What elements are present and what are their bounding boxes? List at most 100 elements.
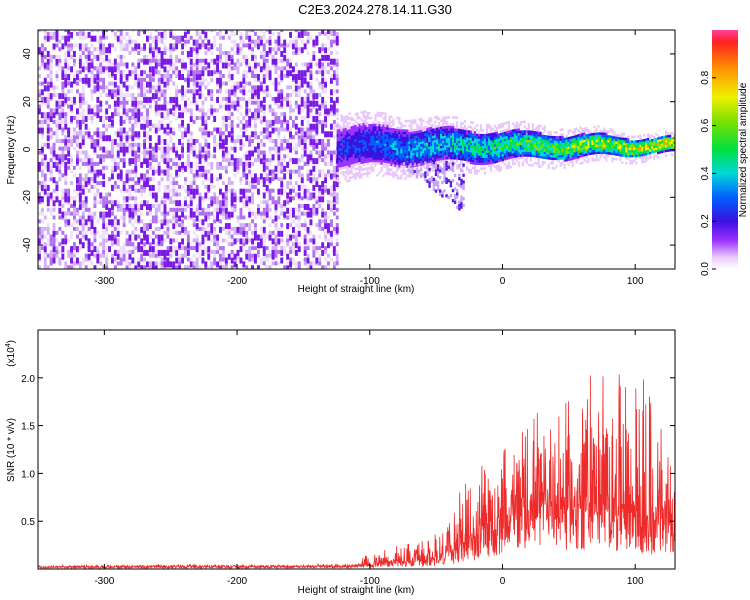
spectrogram-cell-1690 [175, 66, 179, 71]
spectrogram-cell-2204 [221, 246, 225, 251]
spectrogram-cell-221 [55, 181, 59, 185]
spectrogram-cell-3270 [312, 249, 316, 254]
spectrogram-cell-4692 [440, 145, 443, 149]
spectrogram-cell-2965 [286, 215, 290, 220]
spectrogram-cell-1712 [178, 154, 181, 161]
spectrogram-cell-4764 [448, 156, 451, 160]
spectrogram-cell-2561 [251, 112, 254, 119]
spectrogram-cell-3693 [346, 160, 349, 164]
spectrogram-cell-2931 [283, 265, 287, 269]
spectrogram-cell-1975 [201, 207, 205, 212]
spectrogram-cell-633 [90, 246, 94, 251]
spectrogram-cell-637 [90, 219, 94, 226]
spectrogram-cell-4835 [456, 159, 459, 163]
spectrogram-cell-405 [70, 154, 73, 159]
spectrogram-cell-4710 [442, 140, 445, 144]
spectrogram-cell-2474 [245, 188, 249, 193]
spectrogram-cell-4141 [386, 163, 389, 166]
spectrogram-cell-3918 [364, 119, 367, 123]
spectrogram-cell-4719 [442, 119, 445, 122]
spectrogram-cell-854 [108, 62, 111, 67]
spectrogram-cell-95 [43, 96, 47, 103]
spectrogram-cell-3991 [372, 157, 375, 160]
spectrogram-cell-2084 [210, 177, 214, 184]
spectrogram-cell-4273 [398, 152, 401, 156]
spectrogram-cell-2059 [207, 150, 211, 155]
spectrogram-cell-2457 [242, 77, 246, 84]
spectrogram-cell-2292 [227, 89, 231, 94]
spectrogram-cell-4091 [382, 174, 385, 177]
spectrogram-cell-1714 [178, 127, 181, 132]
spectrogram-cell-1556 [166, 246, 170, 251]
spectrogram-cell-1685 [175, 93, 179, 98]
spectrogram-cell-3216 [306, 131, 310, 136]
spectrogram-cell-3032 [292, 226, 295, 233]
spectrogram-cell-1284 [143, 58, 146, 65]
spectrogram-cell-621 [87, 104, 91, 109]
spectrogram-cell-1438 [154, 30, 158, 33]
spectrogram-cell-2365 [233, 62, 237, 67]
spectrogram-cell-4432 [412, 121, 415, 125]
spectrogram-cell-1832 [189, 196, 193, 201]
spectrogram-cell-3342 [318, 173, 322, 178]
spectrogram-cell-1115 [131, 211, 135, 218]
spectrogram-cell-638 [90, 215, 94, 220]
spectrogram-cell-1359 [148, 66, 152, 73]
spectrogram-cell-2395 [236, 58, 240, 63]
spectrogram-cell-590 [84, 77, 88, 84]
spectrogram-cell-3417 [324, 131, 327, 138]
spectrogram-cell-788 [102, 123, 106, 128]
spectrogram-cell-4495 [420, 165, 423, 169]
spectrogram-cell-4296 [400, 153, 403, 156]
spectrogram-cell-1068 [125, 47, 129, 52]
spectrogram-cell-5 [38, 238, 41, 245]
spectrogram-cell-964 [119, 253, 123, 258]
spectrogram-cell-827 [105, 93, 109, 98]
spectrogram-cell-538 [81, 200, 85, 205]
spectrogram-cell-4809 [452, 140, 455, 143]
spectrogram-cell-554 [81, 96, 85, 101]
spectrogram-cell-3481 [330, 131, 333, 138]
spectrogram-cell-3066 [294, 169, 298, 174]
spectrogram-cell-3769 [352, 147, 355, 150]
spectrogram-cell-37 [40, 230, 44, 235]
spectrogram-cell-1766 [184, 226, 187, 231]
spectrogram-cell-2280 [227, 177, 231, 182]
spectrogram-cell-1764 [184, 246, 187, 251]
spectrogram-cell-2407 [239, 211, 243, 216]
spectrogram-cell-4274 [398, 150, 401, 154]
spectrogram-cell-1070 [125, 39, 129, 44]
spectrogram-cell-746 [99, 131, 103, 136]
spectrogram-cell-1325 [148, 261, 152, 266]
spectrogram-cell-1206 [137, 100, 141, 105]
spectrogram-cell-2964 [286, 223, 290, 230]
spectrogram-cell-2149 [216, 142, 219, 147]
spectrogram-cell-4947 [468, 147, 471, 150]
spectrogram-cell-3588 [336, 141, 339, 144]
spectrogram-cell-4363 [406, 139, 409, 142]
spectrogram-cell-3945 [366, 114, 369, 118]
spectrogram-cell-3218 [306, 123, 310, 128]
spectrogram-cell-337 [64, 116, 68, 120]
spectrogram-cell-2787 [271, 261, 275, 266]
spectrogram-cell-4235 [394, 147, 397, 151]
spectrogram-cell-857 [108, 47, 111, 54]
spectrogram-cell-602 [87, 238, 91, 245]
spectrogram-cell-2774 [268, 119, 272, 124]
spectrogram-cell-493 [78, 215, 82, 220]
spectrogram-cell-661 [90, 43, 94, 48]
spectrogram-cell-116 [46, 192, 50, 197]
spectrogram-cell-3103 [297, 184, 301, 191]
spectrogram-cell-17 [38, 161, 41, 168]
spectrogram-cell-158 [49, 150, 53, 155]
spectrogram-cell-2207 [221, 215, 225, 220]
spectrogram-cell-3156 [300, 31, 304, 38]
spectrogram-cell-4085 [380, 131, 383, 134]
spectrogram-cell-3612 [338, 133, 341, 137]
spectrogram-cell-3996 [372, 145, 375, 148]
spectrogram-cell-996 [119, 47, 123, 52]
spectrogram-cell-4185 [390, 163, 393, 167]
spectrogram-cell-2106 [213, 242, 217, 247]
spectrogram-cell-4610 [430, 124, 433, 127]
spectrogram-cell-4793 [450, 132, 453, 136]
